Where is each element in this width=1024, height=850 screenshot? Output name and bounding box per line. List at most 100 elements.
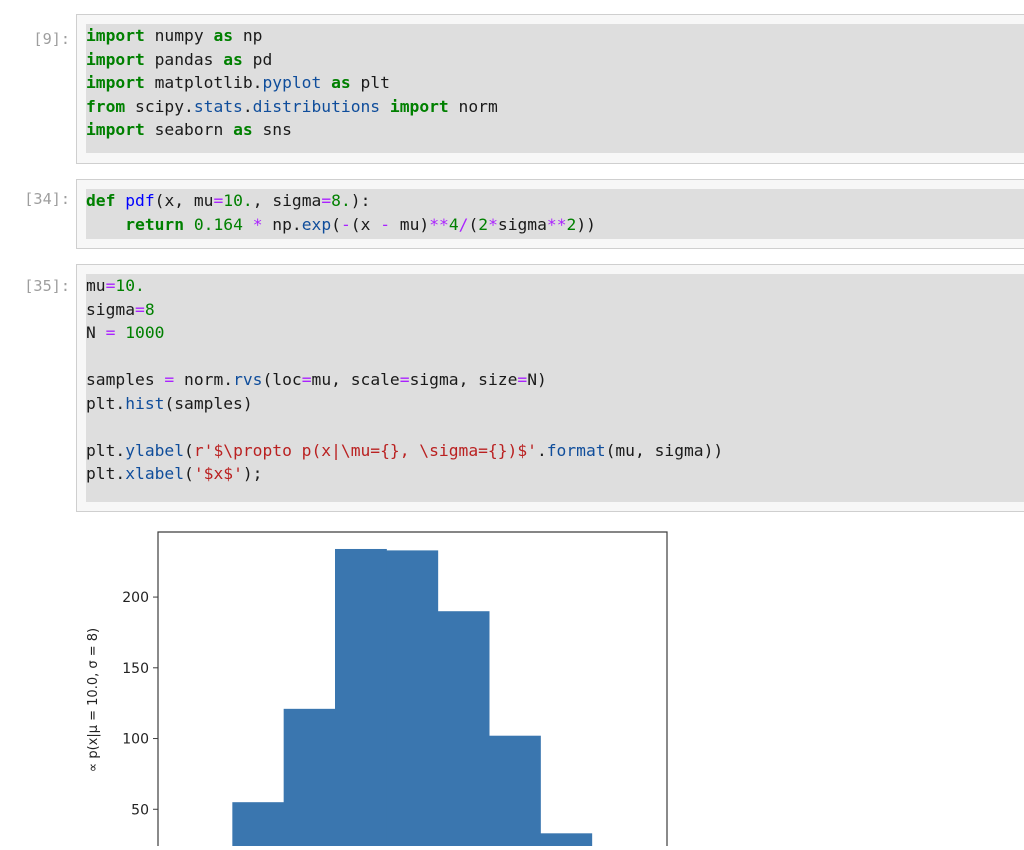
code-line: N = 1000: [86, 321, 1024, 345]
code-input-area[interactable]: mu=10. sigma=8 N = 1000 samples = norm.rvs…: [86, 274, 1024, 502]
code-token: -: [340, 214, 351, 234]
code-token: '$x$': [193, 464, 243, 483]
code-token: [380, 97, 390, 116]
code-token: (: [184, 440, 194, 460]
code-token: 8.: [331, 191, 351, 210]
code-token: scipy.: [125, 96, 194, 116]
cell-prompt: [35]:: [24, 277, 70, 295]
code-token: import: [86, 120, 145, 139]
code-token: plt: [350, 73, 390, 92]
code-token: 2: [478, 214, 489, 234]
code-token: sigma: [86, 299, 136, 319]
code-line: from scipy.stats.distributions import no…: [86, 95, 1024, 119]
code-token: (loc: [262, 370, 302, 389]
code-token: 0.164: [193, 214, 243, 234]
code-token: =: [135, 299, 145, 319]
y-tick-label: 100: [122, 732, 149, 748]
code-cell-3[interactable]: [35]: mu=10. sigma=8 N = 1000 samples = no…: [0, 264, 1024, 512]
code-token: as: [233, 120, 253, 139]
code-token: (mu, sigma)): [605, 440, 724, 460]
code-token: mu, scale: [311, 370, 400, 389]
y-axis-label: ∝ p(x|μ = 10.0, σ = 8): [86, 628, 101, 772]
code-token: stats: [193, 96, 243, 116]
code-token: return: [125, 214, 185, 234]
code-token: (x: [350, 214, 381, 234]
code-token: =: [517, 370, 528, 389]
code-token: **: [546, 214, 567, 234]
code-cell-1[interactable]: [9]: import numpy as np import pandas as …: [0, 14, 1024, 164]
code-token: pd: [242, 49, 273, 69]
code-line: import numpy as np: [86, 24, 1024, 48]
histogram-bar: [386, 550, 439, 850]
code-input-area[interactable]: def pdf(x, mu=10., sigma=8.): return 0.1…: [86, 189, 1024, 239]
code-token: plt.: [86, 464, 126, 483]
code-editor[interactable]: mu=10. sigma=8 N = 1000 samples = norm.rvs…: [76, 264, 1024, 512]
code-cell-2[interactable]: [34]: def pdf(x, mu=10., sigma=8.): retu…: [0, 179, 1024, 249]
code-token: );: [242, 464, 263, 483]
code-token: [86, 215, 125, 234]
code-editor[interactable]: def pdf(x, mu=10., sigma=8.): return 0.1…: [76, 179, 1024, 249]
code-token: [243, 215, 253, 234]
histogram-bar: [232, 802, 285, 850]
code-line: import pandas as pd: [86, 48, 1024, 72]
code-token: .: [242, 96, 253, 116]
code-token: np: [233, 26, 263, 45]
code-token: seaborn: [144, 120, 234, 139]
code-token: (: [468, 214, 479, 234]
code-token: format: [546, 440, 606, 460]
y-tick-label: 200: [122, 590, 149, 606]
code-line: import seaborn as sns: [86, 118, 1024, 142]
code-token: )): [576, 214, 596, 234]
code-input-area[interactable]: import numpy as np import pandas as pd imp…: [86, 24, 1024, 153]
code-editor[interactable]: import numpy as np import pandas as pd imp…: [76, 14, 1024, 164]
code-token: -: [380, 214, 390, 234]
y-tick-label: 150: [122, 661, 149, 677]
code-token: 4: [448, 214, 459, 234]
code-token: (: [184, 464, 194, 483]
code-token: numpy: [144, 26, 214, 45]
code-token: **: [429, 214, 449, 234]
code-token: import: [389, 96, 449, 116]
code-token: samples: [86, 370, 165, 389]
code-token: ):: [350, 191, 371, 210]
code-token: .: [536, 440, 547, 460]
code-token: sigma: [497, 214, 547, 234]
code-token: =: [164, 370, 175, 389]
code-token: [115, 191, 125, 210]
code-token: as: [331, 73, 351, 92]
code-token: =: [105, 323, 116, 342]
code-token: norm: [448, 96, 498, 116]
code-token: plt.: [86, 440, 126, 460]
code-token: 10.: [115, 276, 145, 295]
code-token: N): [527, 370, 547, 389]
histogram-bar: [540, 833, 593, 850]
axes-frame: [157, 531, 668, 850]
code-line: sigma=8: [86, 298, 1024, 322]
code-token: *: [252, 214, 263, 234]
code-token: N: [86, 323, 106, 342]
code-token: [321, 73, 331, 92]
code-token: xlabel: [125, 464, 185, 483]
code-token: sns: [252, 120, 292, 139]
code-token: import: [86, 26, 145, 45]
code-token: pyplot: [262, 73, 322, 92]
code-token: (samples): [164, 393, 253, 413]
code-token: matplotlib.: [144, 73, 263, 92]
code-token: mu): [390, 214, 430, 234]
code-token: def: [86, 191, 116, 210]
code-token: pdf: [125, 191, 155, 210]
code-line: import matplotlib.pyplot as plt: [86, 71, 1024, 95]
code-token: pandas: [144, 49, 224, 69]
code-token: =: [301, 370, 312, 389]
code-token: sigma, size: [409, 370, 518, 389]
code-token: from: [86, 96, 126, 116]
code-token: =: [105, 276, 116, 295]
code-token: as: [213, 26, 234, 45]
histogram-bar: [437, 611, 490, 850]
code-token: norm.: [174, 370, 234, 389]
histogram-bar: [283, 708, 336, 850]
code-token: 1000: [125, 323, 165, 342]
code-token: r'$\propto p(x|\mu={}, \sigma={})$': [193, 440, 537, 460]
code-token: =: [399, 370, 410, 389]
code-token: distributions: [252, 96, 381, 116]
